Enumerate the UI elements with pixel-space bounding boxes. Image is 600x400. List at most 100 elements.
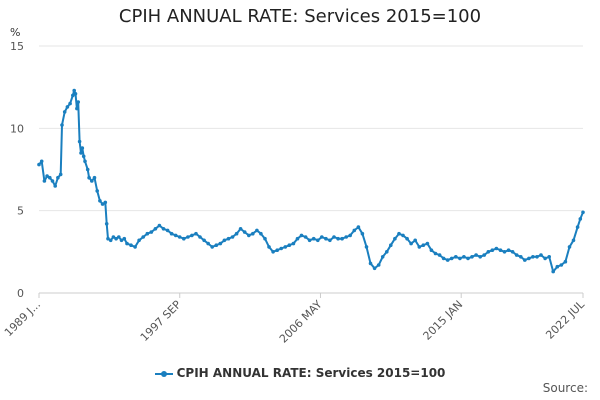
- data-point[interactable]: [320, 235, 324, 239]
- data-point[interactable]: [267, 245, 271, 249]
- data-point[interactable]: [45, 174, 49, 178]
- data-point[interactable]: [581, 210, 585, 215]
- data-point[interactable]: [255, 228, 259, 233]
- data-point[interactable]: [551, 269, 555, 274]
- data-point[interactable]: [458, 256, 462, 261]
- data-point[interactable]: [182, 236, 186, 241]
- data-point[interactable]: [283, 245, 288, 249]
- data-point[interactable]: [173, 233, 178, 238]
- data-point[interactable]: [348, 233, 353, 238]
- data-point[interactable]: [295, 236, 300, 241]
- data-point[interactable]: [251, 231, 255, 236]
- data-point[interactable]: [311, 236, 316, 241]
- data-point[interactable]: [230, 235, 235, 239]
- data-point[interactable]: [111, 235, 116, 239]
- data-point[interactable]: [114, 236, 118, 241]
- data-point[interactable]: [474, 253, 478, 257]
- data-point[interactable]: [50, 179, 55, 183]
- data-point[interactable]: [95, 189, 99, 193]
- data-point[interactable]: [42, 179, 47, 183]
- data-point[interactable]: [238, 227, 243, 231]
- data-point[interactable]: [271, 250, 275, 254]
- data-point[interactable]: [449, 256, 454, 261]
- data-point[interactable]: [242, 230, 247, 234]
- data-point[interactable]: [60, 123, 64, 127]
- data-point[interactable]: [73, 92, 78, 96]
- data-point[interactable]: [523, 258, 527, 262]
- data-point[interactable]: [133, 245, 137, 249]
- data-point[interactable]: [543, 256, 547, 261]
- data-point[interactable]: [555, 264, 560, 269]
- data-point[interactable]: [336, 236, 340, 241]
- data-point[interactable]: [393, 236, 397, 241]
- data-point[interactable]: [83, 159, 87, 164]
- data-point[interactable]: [490, 248, 495, 252]
- data-point[interactable]: [478, 254, 483, 259]
- data-point[interactable]: [222, 238, 227, 243]
- data-point[interactable]: [376, 263, 381, 267]
- data-point[interactable]: [527, 256, 531, 261]
- data-point[interactable]: [437, 253, 442, 257]
- data-point[interactable]: [106, 236, 110, 241]
- data-point[interactable]: [119, 238, 124, 243]
- data-point[interactable]: [169, 231, 174, 236]
- data-point[interactable]: [332, 235, 336, 239]
- data-point[interactable]: [368, 261, 373, 266]
- data-point[interactable]: [445, 258, 450, 262]
- data-point[interactable]: [56, 175, 60, 180]
- data-point[interactable]: [563, 259, 568, 264]
- data-point[interactable]: [87, 175, 91, 180]
- data-point[interactable]: [519, 254, 523, 259]
- data-point[interactable]: [299, 233, 304, 238]
- data-point[interactable]: [559, 263, 564, 267]
- data-point[interactable]: [247, 233, 251, 238]
- data-point[interactable]: [287, 243, 292, 247]
- data-point[interactable]: [291, 241, 296, 246]
- data-point[interactable]: [433, 251, 438, 256]
- data-point[interactable]: [486, 250, 491, 254]
- data-point[interactable]: [75, 106, 79, 111]
- data-point[interactable]: [303, 235, 308, 239]
- data-point[interactable]: [53, 184, 57, 188]
- data-point[interactable]: [502, 250, 507, 254]
- data-point[interactable]: [360, 231, 365, 236]
- data-point[interactable]: [514, 253, 519, 257]
- data-point[interactable]: [571, 238, 576, 243]
- data-point[interactable]: [81, 154, 86, 159]
- data-point[interactable]: [470, 254, 474, 259]
- data-point[interactable]: [177, 235, 182, 239]
- data-point[interactable]: [37, 162, 41, 167]
- data-point[interactable]: [85, 167, 90, 172]
- data-point[interactable]: [316, 238, 320, 243]
- data-point[interactable]: [429, 248, 434, 252]
- data-point[interactable]: [494, 246, 499, 251]
- data-point[interactable]: [364, 245, 369, 249]
- data-point[interactable]: [356, 225, 361, 229]
- data-point[interactable]: [324, 236, 328, 241]
- data-point[interactable]: [117, 235, 121, 239]
- data-point[interactable]: [62, 110, 67, 114]
- data-point[interactable]: [39, 159, 44, 164]
- data-point[interactable]: [405, 236, 409, 241]
- data-point[interactable]: [389, 243, 393, 247]
- data-point[interactable]: [328, 238, 332, 243]
- data-point[interactable]: [462, 254, 466, 259]
- data-point[interactable]: [263, 236, 267, 241]
- data-point[interactable]: [539, 253, 543, 257]
- data-point[interactable]: [531, 254, 535, 259]
- data-point[interactable]: [535, 254, 539, 259]
- data-point[interactable]: [98, 199, 102, 203]
- data-point[interactable]: [125, 241, 129, 246]
- data-point[interactable]: [372, 266, 377, 271]
- data-point[interactable]: [344, 235, 349, 239]
- data-point[interactable]: [425, 241, 430, 246]
- data-point[interactable]: [417, 245, 422, 249]
- data-point[interactable]: [202, 238, 206, 243]
- data-point[interactable]: [79, 151, 83, 155]
- data-point[interactable]: [567, 245, 572, 249]
- data-point[interactable]: [279, 246, 284, 251]
- data-point[interactable]: [234, 231, 239, 236]
- data-point[interactable]: [397, 231, 401, 236]
- data-point[interactable]: [153, 227, 158, 231]
- data-point[interactable]: [72, 88, 76, 93]
